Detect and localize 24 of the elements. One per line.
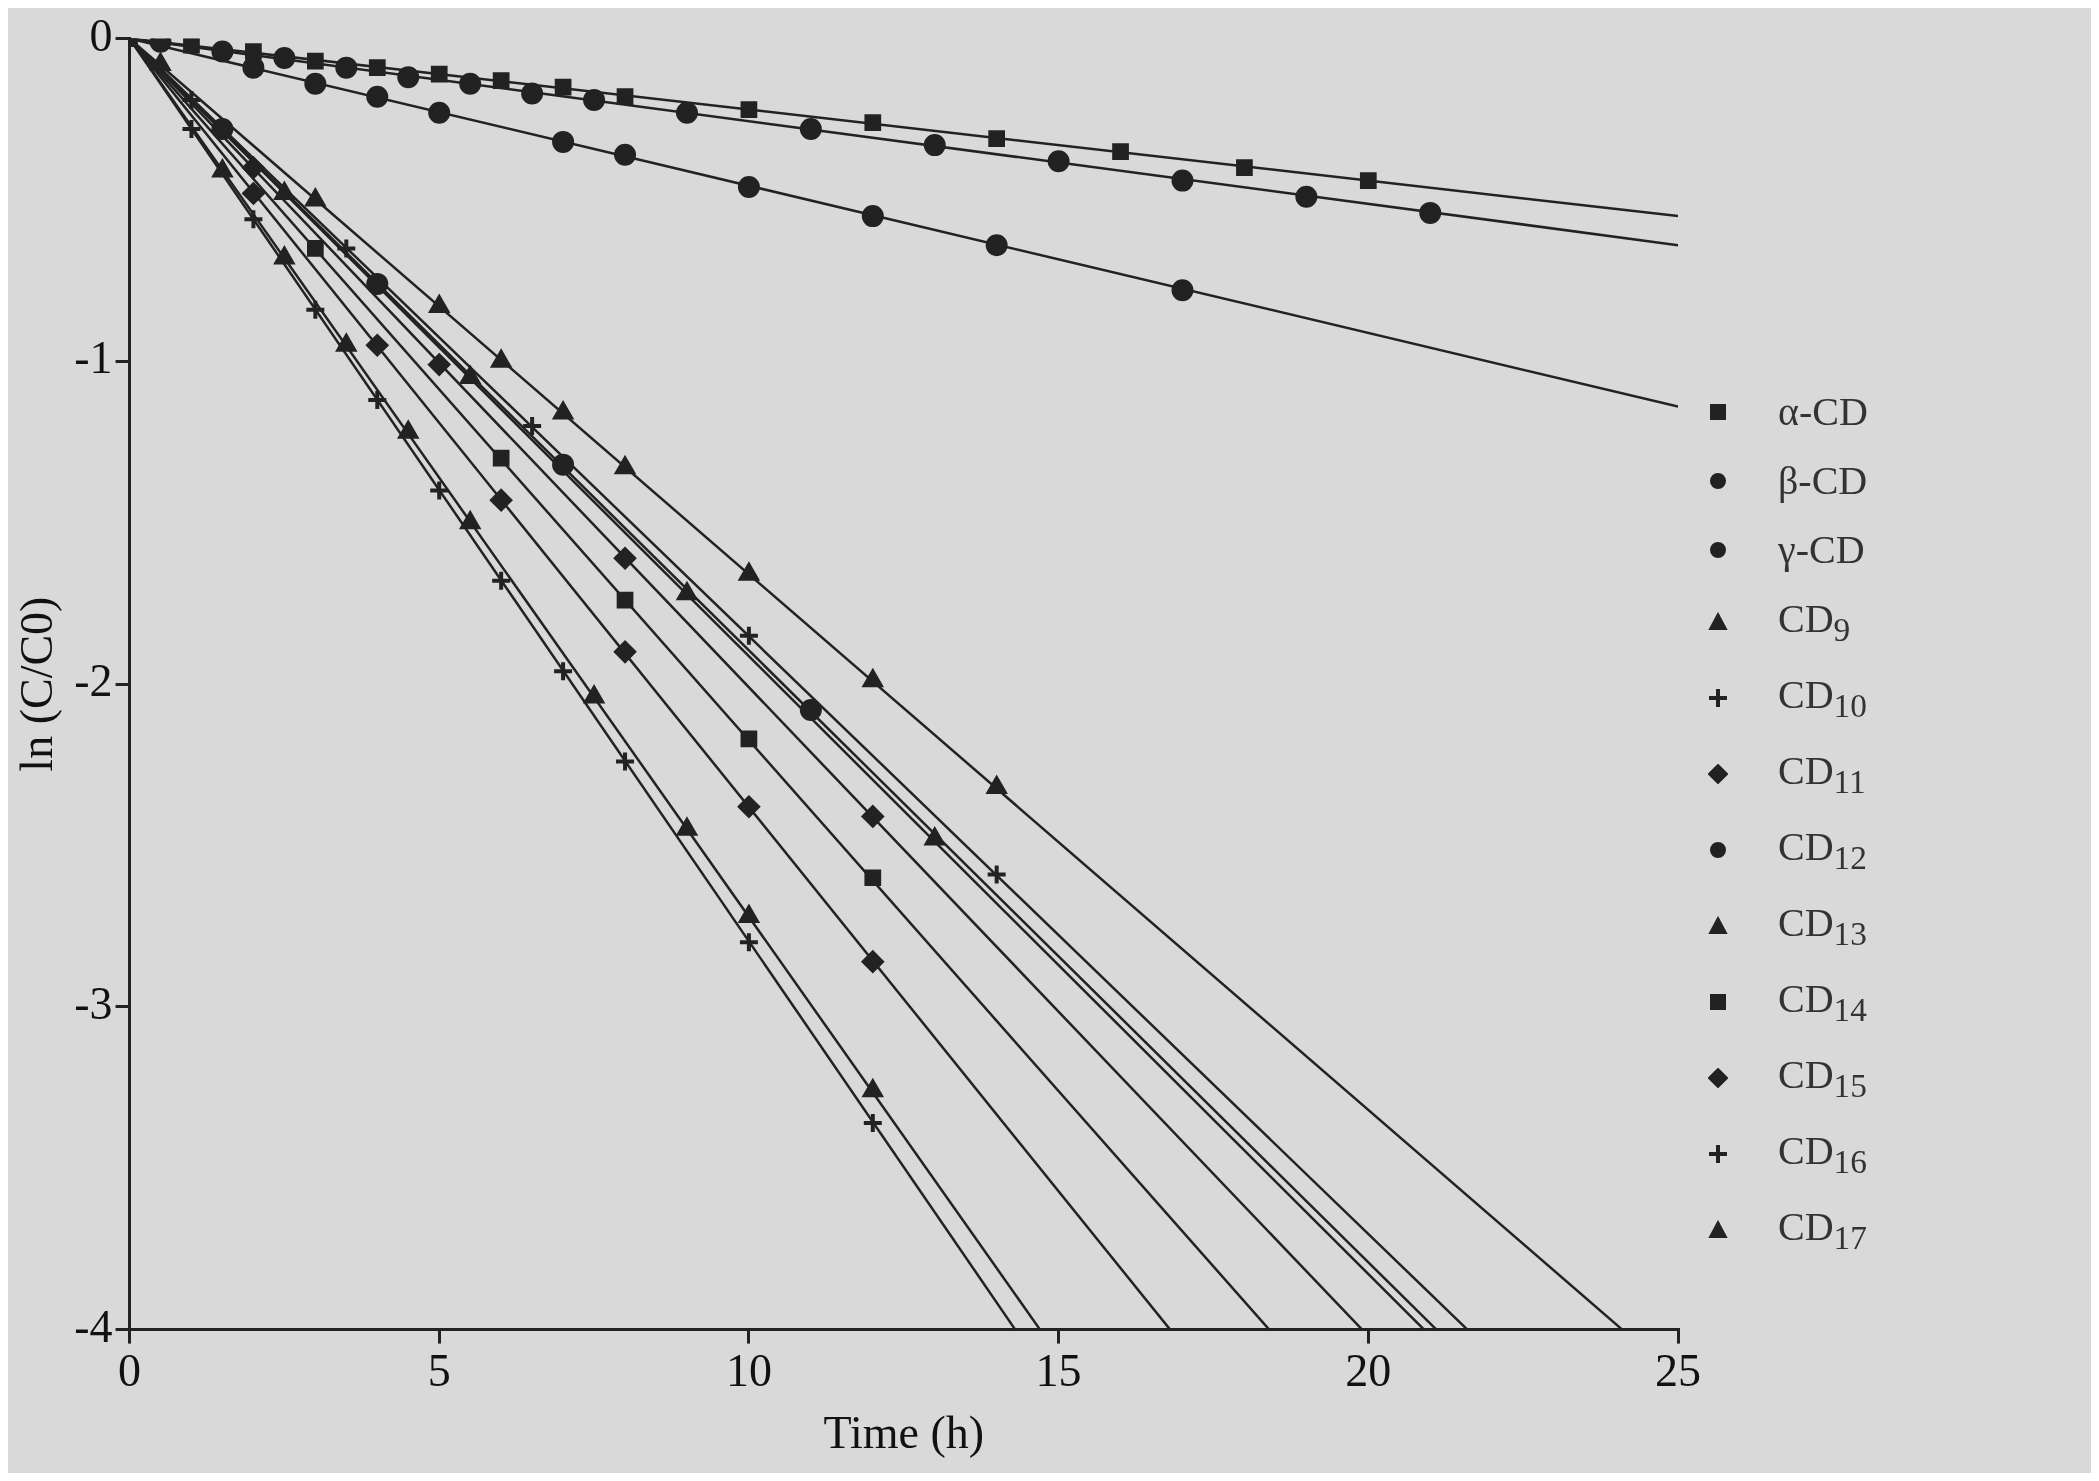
legend-label: β-CD [1778, 457, 1868, 504]
y-tick-label: -3 [74, 977, 113, 1029]
legend-label: CD$_{9}$ [1778, 595, 1851, 649]
y-tick-label: 0 [89, 9, 113, 61]
x-axis-title: Time (h) [823, 1407, 985, 1459]
legend-label: CD$_{10}$ [1778, 671, 1867, 725]
legend-label: CD$_{16}$ [1778, 1127, 1867, 1181]
x-tick-label: 20 [1345, 1345, 1392, 1397]
legend-label: CD$_{15}$ [1778, 1051, 1867, 1105]
y-tick-label: -4 [74, 1300, 113, 1352]
x-tick-label: 10 [725, 1345, 772, 1397]
y-axis-title: ln (C/C0) [10, 596, 62, 772]
x-tick-label: 25 [1655, 1345, 1701, 1397]
x-tick-label: 5 [427, 1345, 451, 1397]
y-tick-label: -1 [74, 332, 113, 384]
legend-label: CD$_{12}$ [1778, 823, 1867, 877]
x-tick-label: 15 [1035, 1345, 1082, 1397]
y-tick-label: -2 [74, 655, 113, 707]
legend-label: γ-CD [1778, 526, 1865, 573]
legend-label: CD$_{14}$ [1778, 975, 1867, 1029]
legend-label: α-CD [1778, 388, 1868, 435]
legend-label: CD$_{13}$ [1778, 899, 1867, 953]
legend-label: CD$_{17}$ [1778, 1203, 1867, 1257]
legend-label: CD$_{11}$ [1778, 747, 1866, 801]
